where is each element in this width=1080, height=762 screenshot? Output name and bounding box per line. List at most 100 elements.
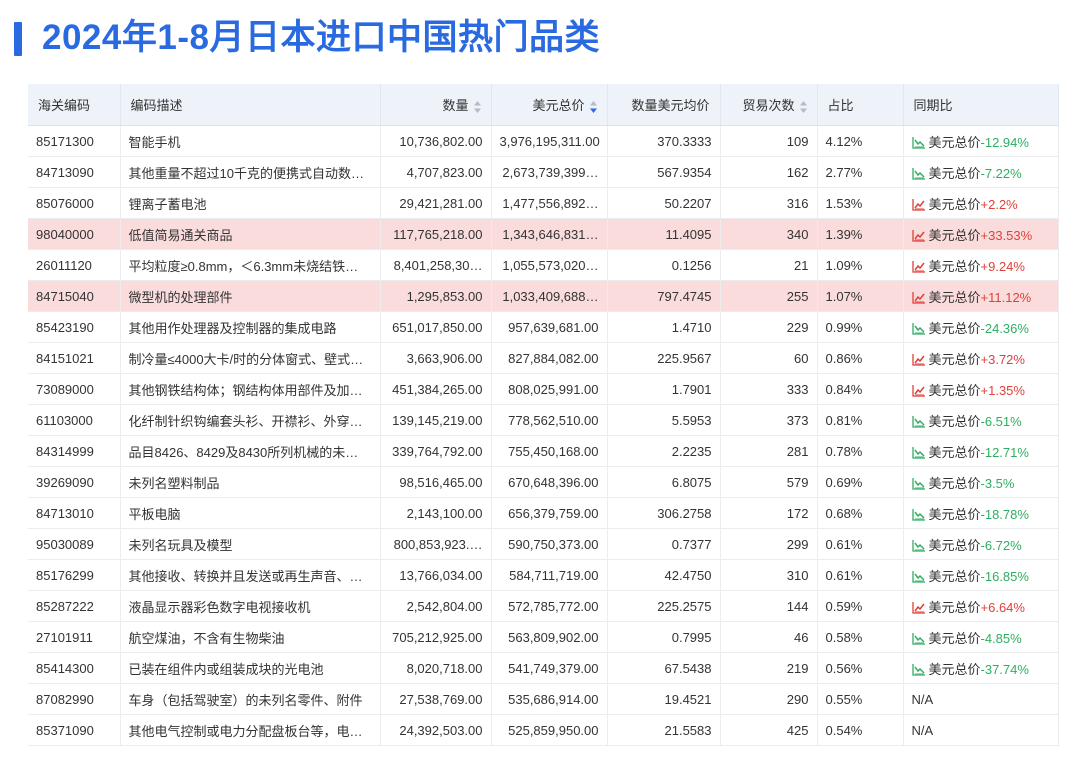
yoy-label: 美元总价 bbox=[928, 227, 981, 243]
table-cell: 低值简易通关商品 bbox=[120, 218, 381, 250]
table-cell: 797.4745 bbox=[607, 280, 721, 312]
table-cell: 8,020,718.00 bbox=[380, 652, 492, 684]
table-cell: 化纤制针织钩编套头衫、开襟衫、外穿… bbox=[120, 404, 381, 436]
table-cell: 50.2207 bbox=[607, 187, 721, 219]
table-cell: 46 bbox=[720, 621, 818, 653]
table-body: 85171300 智能手机 10,736,802.00 3,976,195,311.0… bbox=[28, 125, 1059, 746]
table-cell: 1.07% bbox=[817, 280, 904, 312]
table-cell: 2,143,100.00 bbox=[380, 497, 492, 529]
table-cell: 755,450,168.00 bbox=[491, 435, 608, 467]
yoy-change: -6.51% bbox=[980, 413, 1022, 429]
trend-icon bbox=[911, 663, 925, 676]
yoy-change: -4.85% bbox=[980, 630, 1022, 646]
column-header[interactable]: 数量 bbox=[380, 84, 492, 126]
table-cell: 67.5438 bbox=[607, 652, 721, 684]
trend-icon bbox=[911, 477, 925, 490]
table-cell: 其他电气控制或电力分配盘板台等，电… bbox=[120, 714, 381, 746]
table-cell: 290 bbox=[720, 683, 818, 715]
table-cell: 0.1256 bbox=[607, 249, 721, 281]
table-cell: 0.7377 bbox=[607, 528, 721, 560]
header-row: 海关编码 编码描述 数量 美元总价 数量美元均价 贸易次数 占比 同期比 bbox=[28, 84, 1059, 126]
table-cell: 572,785,772.00 bbox=[491, 590, 608, 622]
column-label: 编码描述 bbox=[130, 98, 183, 113]
table-cell: 26011120 bbox=[28, 249, 121, 281]
yoy-change: -6.72% bbox=[980, 537, 1022, 553]
sort-icon[interactable] bbox=[589, 100, 597, 113]
yoy-change: +9.24% bbox=[980, 258, 1025, 274]
table-cell: 3,663,906.00 bbox=[380, 342, 492, 374]
table-cell: 其他用作处理器及控制器的集成电路 bbox=[120, 311, 381, 343]
yoy-change: +33.53% bbox=[980, 227, 1033, 243]
yoy-label: 美元总价 bbox=[928, 258, 981, 274]
table-cell: 339,764,792.00 bbox=[380, 435, 492, 467]
table-cell: 0.59% bbox=[817, 590, 904, 622]
table-cell: 0.61% bbox=[817, 528, 904, 560]
table-cell: 0.84% bbox=[817, 373, 904, 405]
yoy-change: -16.85% bbox=[980, 568, 1029, 584]
table-cell: 85287222 bbox=[28, 590, 121, 622]
table-cell: 智能手机 bbox=[120, 125, 381, 157]
yoy-change: -24.36% bbox=[980, 320, 1029, 336]
table-cell: 85176299 bbox=[28, 559, 121, 591]
table-cell: 219 bbox=[720, 652, 818, 684]
table-cell: 84151021 bbox=[28, 342, 121, 374]
table-cell: 13,766,034.00 bbox=[380, 559, 492, 591]
table-row: 85076000 锂离子蓄电池 29,421,281.00 1,477,556,892… bbox=[28, 187, 1059, 219]
trend-icon bbox=[911, 601, 925, 614]
table-cell: 0.69% bbox=[817, 466, 904, 498]
table-cell: 1,055,573,020… bbox=[491, 249, 608, 281]
column-header: 编码描述 bbox=[120, 84, 381, 126]
table-cell: 525,859,950.00 bbox=[491, 714, 608, 746]
column-label: 数量 bbox=[442, 98, 469, 113]
yoy-change: +2.2% bbox=[980, 196, 1018, 212]
yoy-label: 美元总价 bbox=[928, 537, 981, 553]
table-cell: 0.55% bbox=[817, 683, 904, 715]
table-cell: 其他重量不超过10千克的便携式自动数… bbox=[120, 156, 381, 188]
sort-icon[interactable] bbox=[473, 100, 481, 113]
table-cell: 957,639,681.00 bbox=[491, 311, 608, 343]
table-cell: 84713090 bbox=[28, 156, 121, 188]
column-label: 海关编码 bbox=[38, 98, 91, 113]
yoy-label: 美元总价 bbox=[928, 413, 981, 429]
column-header[interactable]: 贸易次数 bbox=[720, 84, 818, 126]
sort-icon[interactable] bbox=[799, 100, 807, 113]
trend-icon bbox=[911, 291, 925, 304]
table-cell: 808,025,991.00 bbox=[491, 373, 608, 405]
table-cell: 340 bbox=[720, 218, 818, 250]
table-cell: 6.8075 bbox=[607, 466, 721, 498]
table-row: 85176299 其他接收、转换并且发送或再生声音、… 13,766,034.00 5… bbox=[28, 559, 1059, 591]
table-cell: 60 bbox=[720, 342, 818, 374]
table-cell: 平板电脑 bbox=[120, 497, 381, 529]
yoy-label: 美元总价 bbox=[928, 320, 981, 336]
yoy-change: +3.72% bbox=[980, 351, 1025, 367]
column-header[interactable]: 美元总价 bbox=[491, 84, 608, 126]
table-cell: 73089000 bbox=[28, 373, 121, 405]
yoy-change: -18.78% bbox=[980, 506, 1029, 522]
table-cell: 0.61% bbox=[817, 559, 904, 591]
trend-icon bbox=[911, 570, 925, 583]
table-cell: 310 bbox=[720, 559, 818, 591]
page-title: 2024年1-8月日本进口中国热门品类 bbox=[42, 18, 600, 57]
trend-icon bbox=[911, 632, 925, 645]
table-cell: 451,384,265.00 bbox=[380, 373, 492, 405]
trend-icon bbox=[911, 167, 925, 180]
table-cell: 651,017,850.00 bbox=[380, 311, 492, 343]
yoy-change: +1.35% bbox=[980, 382, 1025, 398]
table-cell: 255 bbox=[720, 280, 818, 312]
yoy-label: 美元总价 bbox=[928, 444, 981, 460]
table-cell: 锂离子蓄电池 bbox=[120, 187, 381, 219]
trend-icon bbox=[911, 508, 925, 521]
table-cell: 1.7901 bbox=[607, 373, 721, 405]
table-cell: N/A bbox=[903, 714, 1059, 746]
yoy-cell: 美元总价-12.94% bbox=[903, 125, 1059, 157]
table-cell: 8,401,258,30… bbox=[380, 249, 492, 281]
yoy-label: 美元总价 bbox=[928, 506, 981, 522]
yoy-cell: 美元总价+3.72% bbox=[903, 342, 1059, 374]
yoy-cell: 美元总价-37.74% bbox=[903, 652, 1059, 684]
table-cell: 567.9354 bbox=[607, 156, 721, 188]
table-cell: 61103000 bbox=[28, 404, 121, 436]
table-cell: 21 bbox=[720, 249, 818, 281]
table-cell: 1,033,409,688… bbox=[491, 280, 608, 312]
column-header: 占比 bbox=[817, 84, 904, 126]
table-cell: 1.4710 bbox=[607, 311, 721, 343]
